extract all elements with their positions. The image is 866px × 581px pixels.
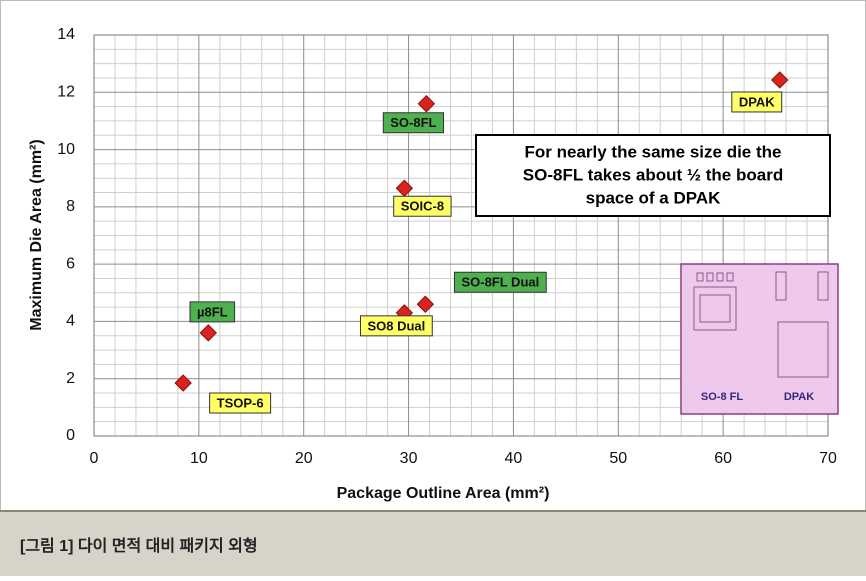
inset-label: DPAK [784,391,814,403]
y-tick-label: 6 [66,255,75,272]
inset-label: SO-8 FL [701,391,743,403]
y-tick-label: 12 [57,84,75,101]
y-tick-label: 2 [66,370,75,387]
point-label: SO-8FL Dual [461,275,539,290]
annotation-line: SO-8FL takes about ½ the board [523,165,783,184]
annotation-line: space of a DPAK [586,188,722,207]
y-axis-title: Maximum Die Area (mm²) [28,139,45,330]
x-tick-label: 0 [90,450,99,467]
x-tick-label: 40 [505,450,523,467]
y-tick-label: 10 [57,141,75,158]
y-tick-label: 14 [57,26,75,43]
x-tick-label: 10 [190,450,208,467]
x-tick-label: 30 [400,450,418,467]
point-label: µ8FL [197,304,228,319]
x-tick-label: 60 [714,450,732,467]
y-tick-label: 4 [66,313,75,330]
point-label: DPAK [739,94,775,109]
x-tick-label: 20 [295,450,313,467]
x-tick-label: 50 [609,450,627,467]
page: {"chart_data": {"type": "scatter", "x_la… [0,0,866,576]
annotation-line: For nearly the same size die the [525,142,782,161]
caption: [그림 1] 다이 면적 대비 패키지 외형 [20,536,258,555]
x-axis-title: Package Outline Area (mm²) [337,485,550,502]
y-tick-label: 0 [66,427,75,444]
point-label: TSOP-6 [217,395,264,410]
point-label: SOIC-8 [401,199,444,214]
chart: [그림 1] 다이 면적 대비 패키지 외형 0 10 20 30 40 50 60 70 0 2… [0,0,866,576]
point-label: SO8 Dual [367,318,425,333]
x-tick-label: 70 [819,450,837,467]
y-tick-label: 8 [66,198,75,215]
point-label: SO-8FL [390,115,436,130]
